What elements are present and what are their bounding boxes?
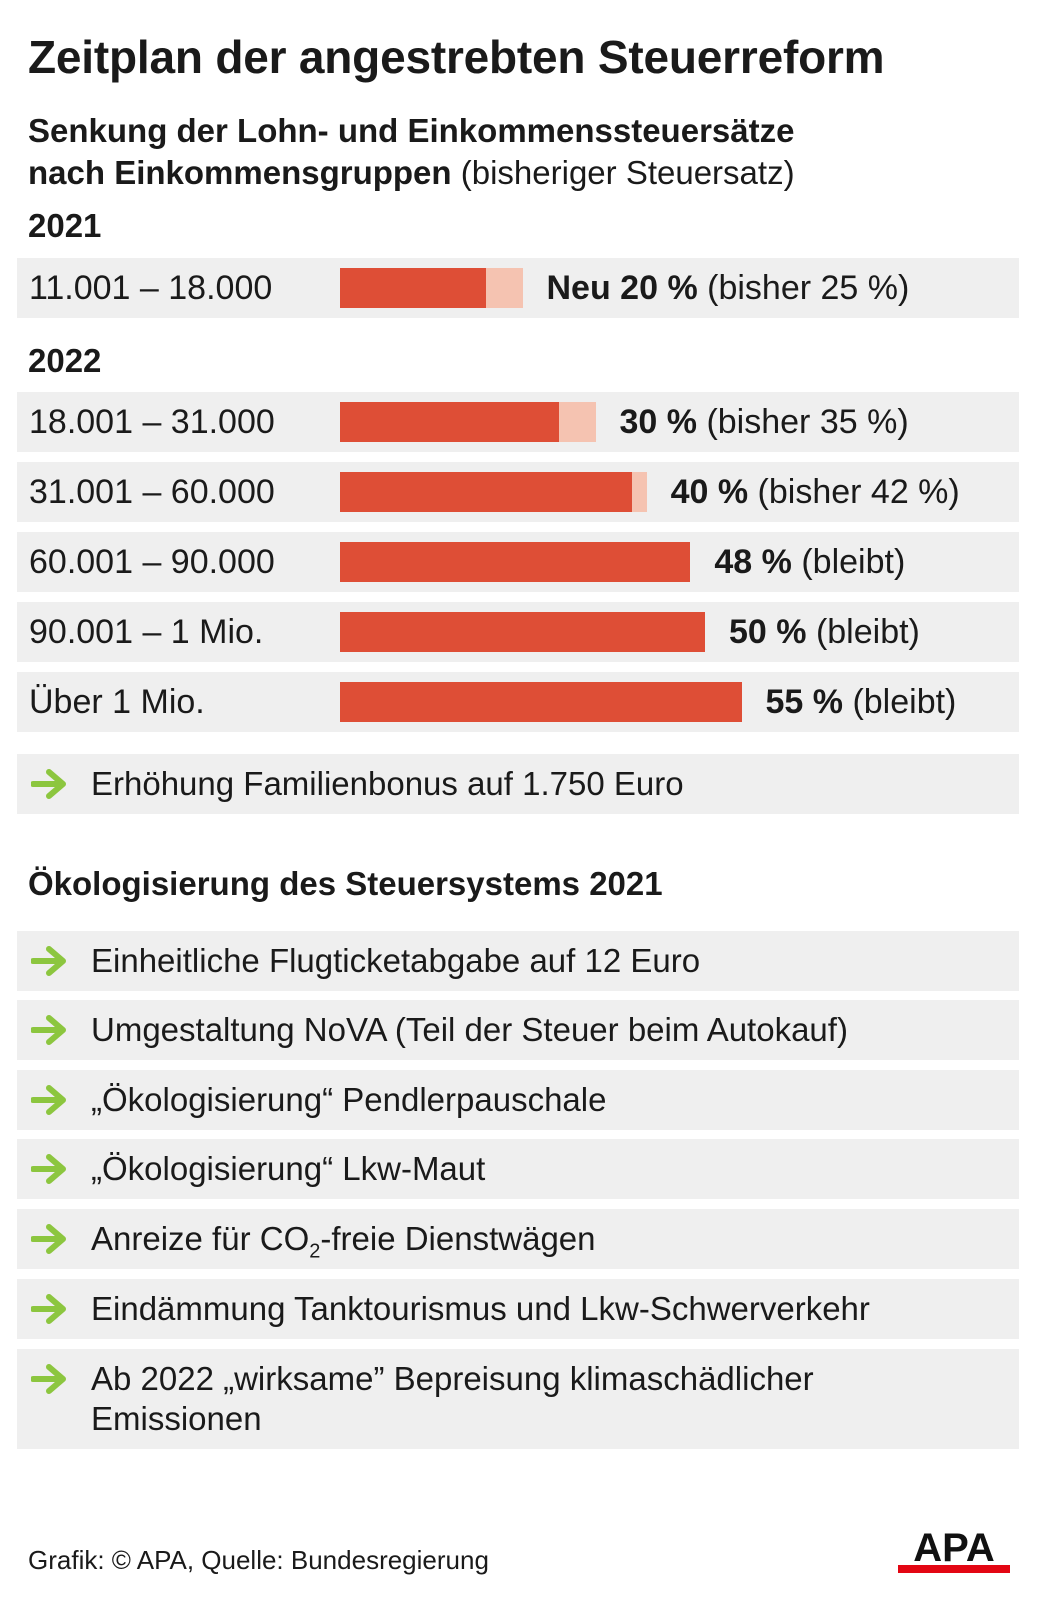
rate-note: (bisher 25 %) (707, 269, 910, 307)
rate-note: (bisher 35 %) (706, 403, 909, 441)
info-item: „Ökologisierung“ Lkw-Maut (17, 1139, 1019, 1199)
rate-value-label: Neu 20 % (bisher 25 %) (547, 258, 910, 318)
apa-logo: APA (898, 1527, 1010, 1573)
rate-row: 18.001 – 31.000 30 % (bisher 35 %) (17, 392, 1019, 452)
rate-value-label: 30 % (bisher 35 %) (620, 392, 909, 452)
co2-text-after: -freie Dienstwägen (320, 1220, 596, 1257)
rate-value-label: 55 % (bleibt) (766, 672, 957, 732)
year-label-2022: 2022 (28, 342, 102, 379)
rate-note: (bleibt) (815, 613, 920, 651)
arrow-right-icon (31, 946, 66, 976)
info-item-text: Umgestaltung NoVA (Teil der Steuer beim … (91, 1011, 848, 1048)
rate-value: 50 % (729, 613, 807, 651)
income-range-label: 18.001 – 31.000 (29, 403, 275, 441)
rate-row: 60.001 – 90.000 48 % (bleibt) (17, 532, 1019, 592)
chart-subtitle: Senkung der Lohn- und Einkommenssteuersä… (28, 110, 795, 194)
info-item-text: Ab 2022 „wirksame” Bepreisung klimaschäd… (91, 1360, 814, 1437)
new-rate-bar (340, 612, 705, 652)
rate-row: Über 1 Mio. 55 % (bleibt) (17, 672, 1019, 732)
subtitle-note: (bisheriger Steuersatz) (460, 154, 795, 191)
info-item-text: Einheitliche Flugticketabgabe auf 12 Eur… (91, 942, 701, 979)
income-range-label: 11.001 – 18.000 (29, 269, 273, 307)
rate-value-label: 50 % (bleibt) (729, 602, 920, 662)
rate-value-label: 40 % (bisher 42 %) (671, 462, 960, 522)
info-item-text: Erhöhung Familienbonus auf 1.750 Euro (91, 765, 684, 802)
new-rate-bar (340, 268, 486, 308)
year-label-2021: 2021 (28, 207, 102, 244)
info-item-co2: Anreize für CO2-freie Dienstwägen (17, 1209, 1019, 1269)
rate-value: 30 % (619, 403, 698, 441)
rate-note: (bleibt) (801, 543, 906, 581)
income-range-label: Über 1 Mio. (29, 683, 205, 721)
apa-logo-text: APA (913, 1527, 994, 1570)
rate-row: 11.001 – 18.000 Neu 20 % (bisher 25 %) (17, 258, 1019, 318)
rate-value-label: 48 % (bleibt) (714, 532, 905, 592)
income-range-label: 31.001 – 60.000 (29, 473, 275, 511)
arrow-right-icon (31, 1085, 66, 1115)
info-item: „Ökologisierung“ Pendlerpauschale (17, 1070, 1019, 1130)
source-credit: Grafik: © APA, Quelle: Bundesregierung (28, 1545, 489, 1575)
info-item: Umgestaltung NoVA (Teil der Steuer beim … (17, 1000, 1019, 1060)
rate-row: 31.001 – 60.000 40 % (bisher 42 %) (17, 462, 1019, 522)
info-item: Eindämmung Tanktourismus und Lkw-Schwerv… (17, 1279, 1019, 1339)
subtitle-line-1: Senkung der Lohn- und Einkommenssteuersä… (28, 112, 795, 149)
info-item-familienbonus: Erhöhung Familienbonus auf 1.750 Euro (17, 754, 1019, 814)
arrow-right-icon (31, 1364, 66, 1394)
new-rate-bar (340, 542, 691, 582)
rate-note: (bisher 42 %) (757, 473, 960, 511)
info-item-text: Anreize für CO2-freie Dienstwägen (91, 1209, 596, 1282)
new-rate-bar (340, 472, 632, 512)
arrow-right-icon (31, 1224, 66, 1254)
info-item-text: Eindämmung Tanktourismus und Lkw-Schwerv… (91, 1290, 870, 1327)
rate-value: 40 % (670, 473, 749, 511)
rate-value: 48 % (714, 543, 792, 581)
info-item: Einheitliche Flugticketabgabe auf 12 Eur… (17, 931, 1019, 991)
income-range-label: 60.001 – 90.000 (29, 543, 275, 581)
co2-subscript: 2 (309, 1240, 321, 1263)
rate-row: 90.001 – 1 Mio. 50 % (bleibt) (17, 602, 1019, 662)
arrow-right-icon (31, 1294, 66, 1324)
arrow-right-icon (31, 1015, 66, 1045)
new-rate-bar (340, 682, 742, 722)
rate-note: (bleibt) (852, 683, 957, 721)
rate-value: Neu 20 % (546, 269, 698, 307)
income-range-label: 90.001 – 1 Mio. (29, 613, 264, 651)
chart-title: Zeitplan der angestrebten Steuerreform (28, 31, 885, 83)
arrow-right-icon (31, 1154, 66, 1184)
info-item-text: „Ökologisierung“ Lkw-Maut (91, 1150, 486, 1187)
info-item-text: „Ökologisierung“ Pendlerpauschale (91, 1081, 607, 1118)
info-item: Ab 2022 „wirksame” Bepreisung klimaschäd… (17, 1349, 1019, 1449)
rate-value: 55 % (765, 683, 844, 721)
co2-text-before: Anreize für CO (91, 1220, 310, 1257)
arrow-right-icon (31, 769, 66, 799)
subtitle-line-2: nach Einkommensgruppen (28, 154, 452, 191)
section-title-oekologisierung: Ökologisierung des Steuersystems 2021 (28, 865, 663, 902)
new-rate-bar (340, 402, 559, 442)
